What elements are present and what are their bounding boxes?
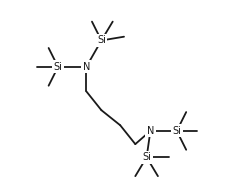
Text: Si: Si <box>172 126 181 136</box>
Text: Si: Si <box>97 36 106 45</box>
Text: Si: Si <box>142 152 151 162</box>
Text: N: N <box>83 62 90 72</box>
Text: N: N <box>147 126 154 136</box>
Text: Si: Si <box>54 62 62 72</box>
